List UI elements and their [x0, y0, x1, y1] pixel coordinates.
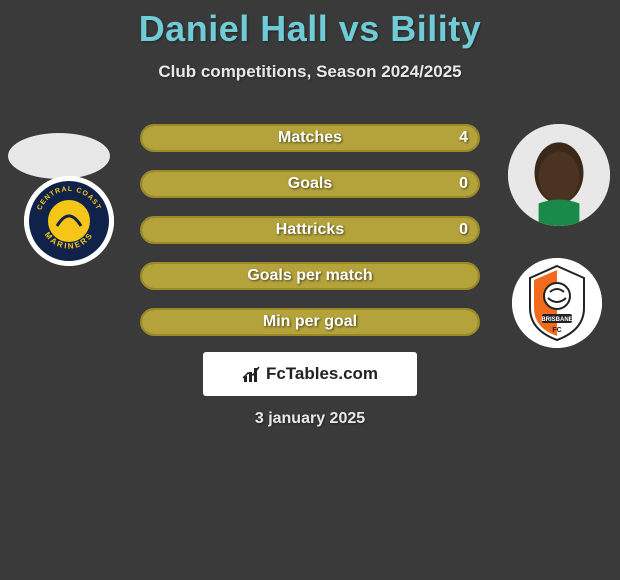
player-right-avatar	[508, 124, 610, 226]
brand-text: FcTables.com	[266, 364, 378, 384]
bar-label: Goals	[142, 172, 478, 196]
brisbane-roar-badge-icon: BRISBANE FC	[512, 258, 602, 348]
stats-bars: Matches 4 Goals 0 Hattricks 0 Goals per …	[140, 124, 480, 354]
club-left-badge: CENTRAL COAST MARINERS	[24, 176, 114, 266]
bar-label: Goals per match	[142, 264, 478, 288]
bar-label: Min per goal	[142, 310, 478, 334]
footer-date: 3 january 2025	[0, 410, 620, 428]
stat-bar-min-per-goal: Min per goal	[140, 308, 480, 336]
stat-bar-hattricks: Hattricks 0	[140, 216, 480, 244]
bar-label: Matches	[142, 126, 478, 150]
page-title: Daniel Hall vs Bility	[0, 0, 620, 50]
bar-value: 4	[459, 126, 468, 150]
mariners-badge-icon: CENTRAL COAST MARINERS	[24, 176, 114, 266]
svg-text:BRISBANE: BRISBANE	[541, 317, 572, 323]
bar-chart-icon	[242, 364, 262, 384]
stat-bar-goals-per-match: Goals per match	[140, 262, 480, 290]
stat-bar-goals: Goals 0	[140, 170, 480, 198]
svg-text:FC: FC	[552, 327, 561, 334]
bar-value: 0	[459, 218, 468, 242]
player-left-avatar	[8, 133, 110, 179]
club-right-badge: BRISBANE FC	[512, 258, 602, 348]
bar-value: 0	[459, 172, 468, 196]
stat-bar-matches: Matches 4	[140, 124, 480, 152]
bar-label: Hattricks	[142, 218, 478, 242]
face-icon	[508, 124, 610, 226]
page-subtitle: Club competitions, Season 2024/2025	[0, 62, 620, 82]
brand-box: FcTables.com	[203, 352, 417, 396]
